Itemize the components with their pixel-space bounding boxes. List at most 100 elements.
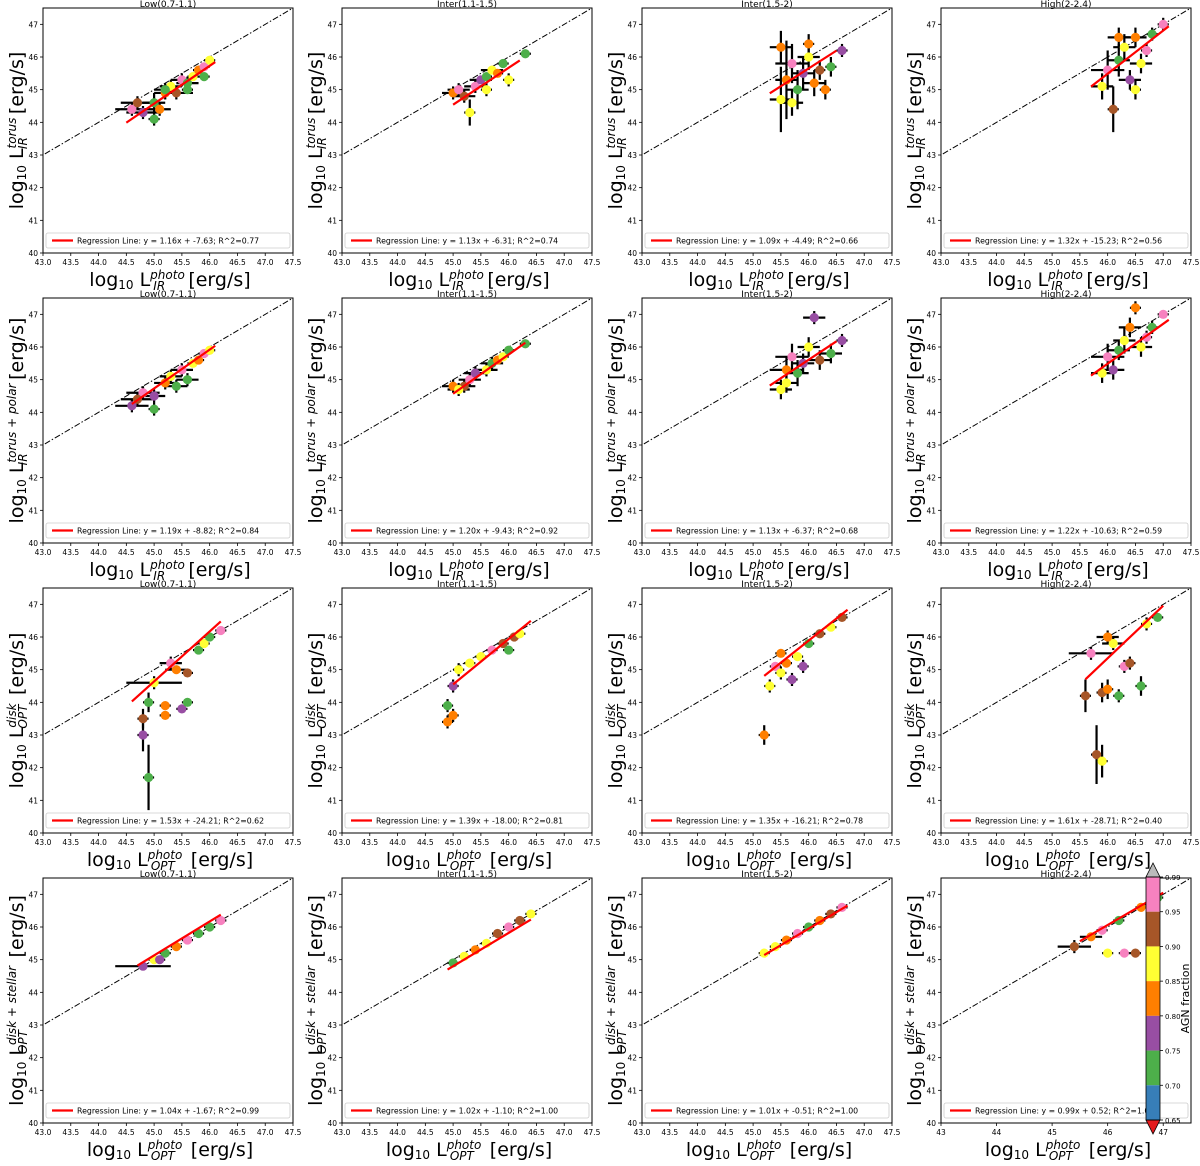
legend-text: Regression Line: y = 0.99x + 0.52; R^2=1… xyxy=(975,1107,1154,1116)
colorbar-tick-label: 0.75 xyxy=(1165,1048,1181,1056)
plot-title: Inter(1.5-2) xyxy=(741,580,792,590)
subplot-1-1: Inter(1.1-1.5) 43.0 43.5 44.0 44.5 45.0 45.5 46… xyxy=(327,290,600,557)
subplot-3-0: Low(0.7-1.1) 43.0 43.5 44.0 44.5 45.0 45.5 46.0… xyxy=(28,870,301,1137)
x-tick-label: 47.0 xyxy=(856,1128,873,1137)
plot-frame xyxy=(341,587,593,834)
x-tick-label: 45.5 xyxy=(473,838,490,847)
y-tick-label: 40 xyxy=(28,1119,38,1128)
data-point xyxy=(804,52,814,62)
legend: Regression Line: y = 1.39x + -18.00; R^2… xyxy=(344,812,590,829)
x-tick-label: 47.5 xyxy=(584,258,601,267)
y-tick-label: 43 xyxy=(28,1021,38,1030)
y-tick-label: 42 xyxy=(327,764,337,773)
legend-text: Regression Line: y = 1.32x + -15.23; R^2… xyxy=(975,237,1162,246)
plot-frame xyxy=(42,877,294,1124)
y-tick-label: 46 xyxy=(926,923,936,932)
colorbar: 0.99 0.95 0.90 0.85 0.80 0.75 0.70 0.65 AGN frac… xyxy=(1145,862,1192,1135)
x-tick-label: 43.0 xyxy=(35,1128,52,1137)
data-point xyxy=(132,98,143,108)
x-tick-label: 45.0 xyxy=(745,548,762,557)
y-axis-label: log10 Ldisk + stellarOPT [erg/s] xyxy=(304,895,328,1106)
x-tick-label: 46.5 xyxy=(528,548,545,557)
identity-line xyxy=(642,298,892,446)
legend-box xyxy=(344,522,590,539)
plot-area xyxy=(941,8,1191,156)
x-tick-label: 46.5 xyxy=(1127,258,1144,267)
data-point xyxy=(182,78,193,88)
data-point xyxy=(127,104,137,114)
y-axis-label: log10 Ltorus + polarIR [erg/s] xyxy=(604,318,628,524)
x-tick-label: 46.5 xyxy=(229,258,246,267)
legend-box xyxy=(344,812,590,829)
x-tick-label: 44.5 xyxy=(717,548,734,557)
y-tick-label: 44 xyxy=(627,118,637,127)
x-tick-label: 43.5 xyxy=(960,258,977,267)
data-point xyxy=(454,665,464,675)
x-tick-label: 43.0 xyxy=(334,548,351,557)
data-point xyxy=(787,352,797,362)
data-point xyxy=(504,75,514,85)
x-tick-label: 43.5 xyxy=(960,548,977,557)
y-tick-label: 46 xyxy=(627,923,637,932)
y-tick-label: 44 xyxy=(926,698,936,707)
x-tick-label: 47.0 xyxy=(856,548,873,557)
plot-title: Inter(1.1-1.5) xyxy=(437,870,497,880)
colorbar-tick-label: 0.99 xyxy=(1165,874,1181,882)
plot-title: Inter(1.1-1.5) xyxy=(437,580,497,590)
y-tick-label: 42 xyxy=(327,1054,337,1063)
data-point xyxy=(504,922,514,932)
subplot-3-1: Inter(1.1-1.5) 43.0 43.5 44.0 44.5 45.0 45.5 46… xyxy=(327,870,601,1137)
plot-frame xyxy=(42,587,294,834)
y-tick-label: 43 xyxy=(28,151,38,160)
x-tick-label: 43 xyxy=(936,1128,946,1137)
y-tick-label: 43 xyxy=(926,441,936,450)
x-tick-label: 46.0 xyxy=(201,838,218,847)
y-axis-label: log10 Ltorus + polarIR [erg/s] xyxy=(304,318,328,524)
data-point xyxy=(787,674,797,685)
x-tick-label: 47.5 xyxy=(584,1128,601,1137)
data-point xyxy=(465,375,475,385)
data-point xyxy=(826,348,836,359)
data-point xyxy=(160,701,170,711)
y-axis-label: log10 LtorusIR [erg/s] xyxy=(903,52,927,210)
data-point xyxy=(787,98,797,108)
x-tick-label: 46.0 xyxy=(500,548,517,557)
data-point xyxy=(1125,658,1135,668)
y-tick-label: 42 xyxy=(327,184,337,193)
data-point xyxy=(526,909,536,919)
data-point xyxy=(787,58,797,69)
data-point xyxy=(815,629,825,639)
data-point xyxy=(1097,81,1107,91)
legend-text: Regression Line: y = 1.04x + -1.67; R^2=… xyxy=(77,1107,259,1116)
colorbar-segment xyxy=(1146,911,1160,947)
plot-title: High(2-2.4) xyxy=(1041,290,1092,300)
plot-title: Low(0.7-1.1) xyxy=(140,870,197,880)
data-point xyxy=(498,58,508,69)
x-axis-label: log10 Lphoto IR [erg/s] xyxy=(89,558,250,582)
legend-box xyxy=(943,812,1189,829)
regression-line xyxy=(131,620,222,703)
x-tick-label: 45.0 xyxy=(745,1128,762,1137)
y-tick-label: 47 xyxy=(627,600,637,609)
axis-labels: log10 Lphoto IR [erg/s] log10 LtorusIR [er… xyxy=(5,52,1151,1163)
legend-text: Regression Line: y = 1.16x + -7.63; R^2=… xyxy=(77,237,259,246)
y-tick-label: 40 xyxy=(28,539,38,548)
data-point xyxy=(837,335,847,346)
x-tick-label: 47.0 xyxy=(556,258,573,267)
plot-area xyxy=(342,8,592,156)
legend: Regression Line: y = 1.04x + -1.67; R^2=… xyxy=(45,1102,291,1119)
x-tick-label: 43.0 xyxy=(933,548,950,557)
y-tick-label: 44 xyxy=(28,988,38,997)
y-tick-label: 46 xyxy=(627,633,637,642)
y-tick-label: 41 xyxy=(327,796,337,805)
x-tick-label: 44.5 xyxy=(417,548,434,557)
x-axis-label: log10 Lphoto IR [erg/s] xyxy=(688,268,849,292)
y-tick-label: 42 xyxy=(28,764,38,773)
x-tick-label: 47.5 xyxy=(1183,838,1200,847)
x-tick-label: 43.5 xyxy=(62,838,79,847)
x-axis-label: log10 Lphoto IR [erg/s] xyxy=(987,268,1148,292)
data-point xyxy=(520,49,530,59)
data-point xyxy=(815,65,825,75)
y-tick-label: 47 xyxy=(926,890,936,899)
data-point xyxy=(1136,58,1146,69)
